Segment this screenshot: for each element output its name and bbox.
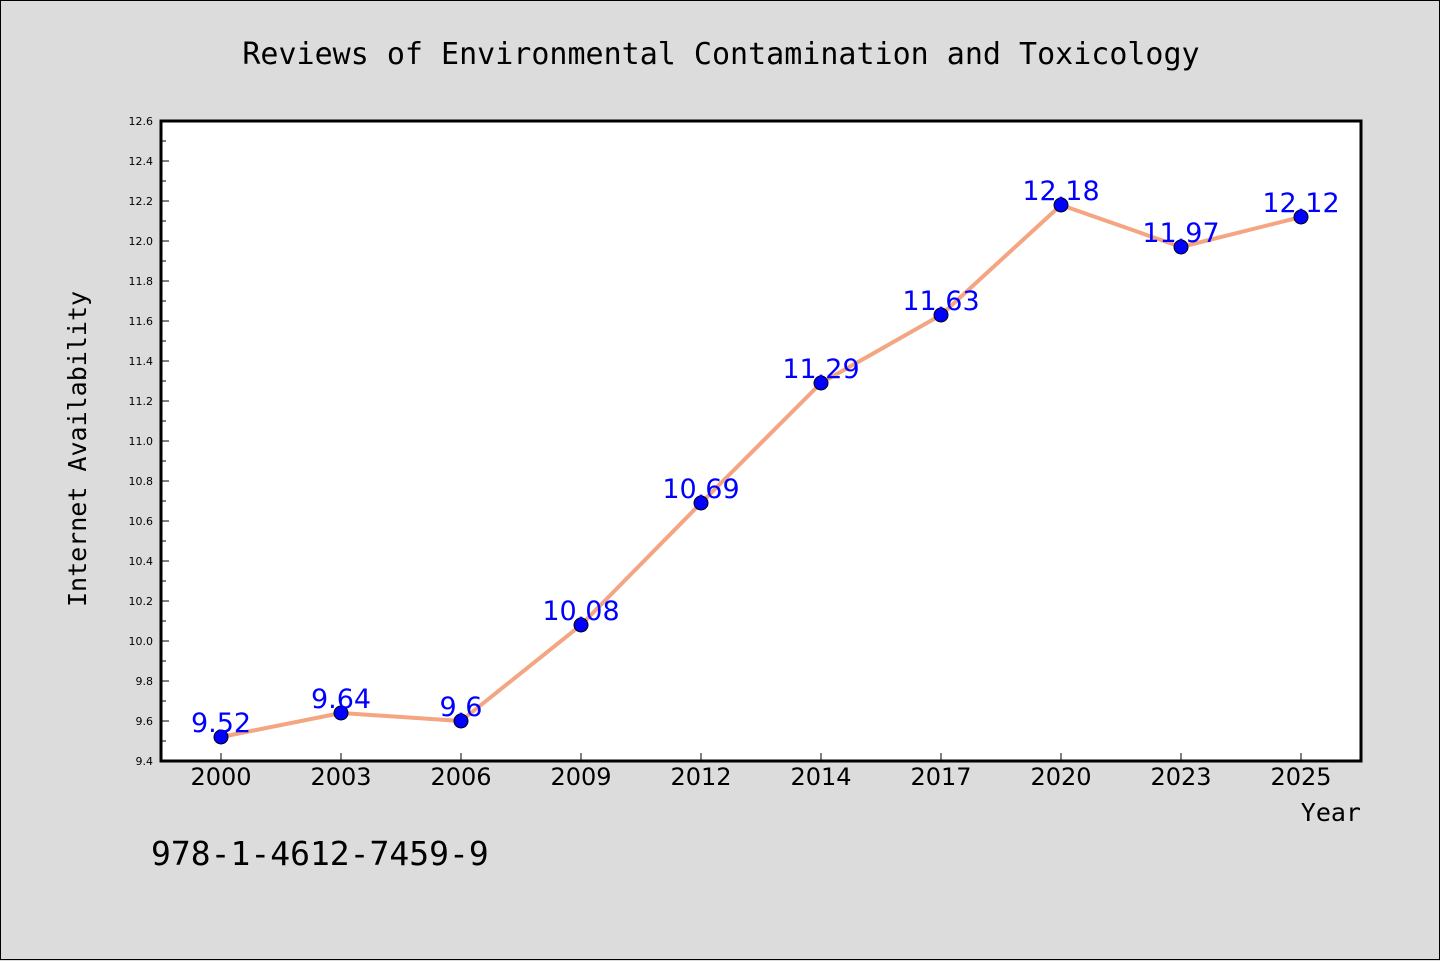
data-point [333, 705, 349, 721]
y-tick-label: 12.4 [129, 155, 154, 168]
data-point [453, 713, 469, 729]
x-tick-label: 2000 [190, 763, 251, 791]
y-tick-label: 10.2 [129, 595, 154, 608]
data-label: 9.6 [440, 692, 483, 723]
x-tick-label: 2003 [310, 763, 371, 791]
data-label: 11.97 [1142, 218, 1219, 249]
x-tick-label: 2014 [790, 763, 851, 791]
y-tick-label: 9.6 [136, 715, 154, 728]
plot-border [159, 119, 1363, 763]
series-line [220, 203, 1302, 739]
y-tick-label: 11.4 [129, 355, 154, 368]
data-point [1053, 197, 1069, 213]
y-tick-label: 10.0 [129, 635, 154, 648]
y-tick-label: 9.4 [136, 755, 154, 768]
data-label: 11.29 [782, 354, 859, 385]
footer-isbn: 978-1-4612-7459-9 [151, 834, 489, 873]
y-tick-label: 9.8 [136, 675, 154, 688]
data-point [213, 729, 229, 745]
x-tick-label: 2009 [550, 763, 611, 791]
data-label: 11.63 [902, 286, 979, 317]
data-point [693, 495, 709, 511]
x-axis-label: Year [1301, 798, 1361, 827]
x-tick-label: 2025 [1270, 763, 1331, 791]
x-tick-label: 2012 [670, 763, 731, 791]
y-tick-label: 11.2 [129, 395, 154, 408]
y-tick-label: 10.8 [129, 475, 154, 488]
chart-title: Reviews of Environmental Contamination a… [242, 37, 1199, 72]
y-axis-label: Internet Availability [63, 291, 92, 607]
data-label: 10.69 [662, 474, 739, 505]
y-tick-label: 11.6 [129, 315, 154, 328]
data-point [1293, 209, 1309, 225]
data-label: 12.18 [1022, 176, 1099, 207]
y-tick-label: 12.6 [129, 115, 154, 128]
data-label: 9.52 [191, 708, 251, 739]
y-tick-label: 12.2 [129, 195, 154, 208]
data-point [1173, 239, 1189, 255]
x-axis-ticks: 2000 2003 2006 2009 2012 2014 2017 2020 2023 2025 [190, 753, 1332, 791]
data-label: 10.08 [542, 596, 619, 627]
data-label: 12.12 [1262, 188, 1339, 219]
y-tick-label: 11.8 [129, 275, 154, 288]
x-tick-label: 2017 [910, 763, 971, 791]
x-tick-label: 2020 [1030, 763, 1091, 791]
data-point [933, 307, 949, 323]
x-tick-label: 2006 [430, 763, 491, 791]
data-point [573, 617, 589, 633]
series-layer: 9.52 9.64 9.6 10.08 10.69 11.29 11.63 12.18 11.9… [191, 176, 1340, 745]
x-tick-label: 2023 [1150, 763, 1211, 791]
y-tick-label: 10.4 [129, 555, 154, 568]
y-tick-label: 12.0 [129, 235, 154, 248]
data-label: 9.64 [311, 684, 371, 715]
y-tick-label: 10.6 [129, 515, 154, 528]
data-point [813, 375, 829, 391]
y-tick-label: 11.0 [129, 435, 154, 448]
y-axis-ticks: 9.4 9.6 9.8 10.0 10.2 10.4 10.6 10.8 11.0 11.2 11.… [129, 115, 169, 768]
